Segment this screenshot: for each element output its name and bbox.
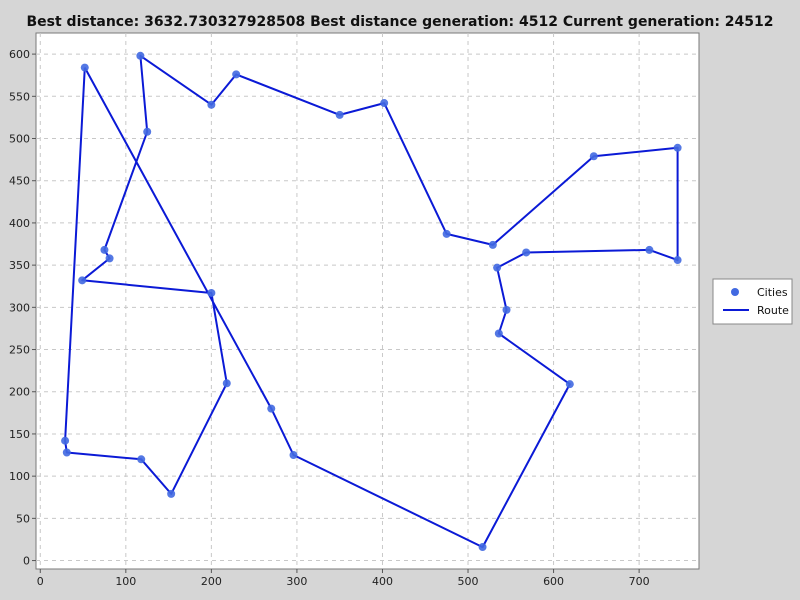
y-tick-label: 550 — [9, 90, 30, 103]
city-point — [289, 451, 298, 460]
city-point — [232, 70, 241, 79]
y-tick-label: 50 — [16, 512, 30, 525]
y-tick-label: 150 — [9, 428, 30, 441]
y-tick-label: 200 — [9, 386, 30, 399]
x-tick-label: 600 — [543, 575, 564, 588]
city-point — [502, 305, 511, 314]
city-point — [100, 245, 109, 254]
chart-title: Best distance: 3632.730327928508 Best di… — [26, 14, 773, 30]
city-point — [207, 100, 216, 109]
x-tick-label: 100 — [115, 575, 136, 588]
y-tick-label: 500 — [9, 133, 30, 146]
city-point — [493, 263, 502, 272]
y-tick-label: 0 — [23, 555, 30, 568]
city-point — [494, 329, 503, 338]
city-point — [335, 110, 344, 119]
y-tick-label: 600 — [9, 48, 30, 61]
city-point — [143, 127, 152, 136]
grid — [36, 33, 699, 569]
city-point — [78, 276, 87, 285]
legend-cities-label: Cities — [757, 286, 788, 299]
city-markers — [61, 51, 682, 552]
y-tick-label: 400 — [9, 217, 30, 230]
city-point — [267, 404, 276, 413]
y-tick-label: 450 — [9, 175, 30, 188]
x-tick-label: 700 — [629, 575, 650, 588]
legend: Cities Route — [712, 278, 793, 325]
y-tick-label: 100 — [9, 470, 30, 483]
city-point — [380, 99, 389, 108]
x-tick-label: 200 — [201, 575, 222, 588]
city-point — [522, 248, 531, 257]
x-tick-label: 400 — [372, 575, 393, 588]
city-point — [62, 448, 71, 457]
y-tick-label: 300 — [9, 301, 30, 314]
city-point — [673, 256, 682, 265]
x-tick-label: 300 — [286, 575, 307, 588]
city-point — [478, 543, 487, 552]
city-point — [137, 455, 146, 464]
plot-area — [35, 32, 700, 570]
y-tick-label: 250 — [9, 344, 30, 357]
city-point — [589, 152, 598, 161]
x-tick-label: 0 — [37, 575, 44, 588]
city-point — [105, 254, 114, 263]
legend-route-label: Route — [757, 304, 789, 317]
city-point — [673, 143, 682, 152]
city-point — [222, 379, 231, 388]
city-point — [61, 436, 70, 445]
city-point — [565, 380, 574, 389]
city-point — [80, 63, 89, 72]
legend-box — [712, 278, 793, 325]
legend-cities-marker — [731, 288, 739, 296]
city-point — [488, 240, 497, 249]
city-point — [442, 229, 451, 238]
city-point — [645, 245, 654, 254]
y-tick-label: 350 — [9, 259, 30, 272]
city-point — [207, 288, 216, 297]
axes: 0 100 200 300 400 500 600 700 0 50 100 150 200 250 300… — [9, 48, 650, 588]
x-tick-label: 500 — [458, 575, 479, 588]
city-point — [136, 51, 145, 60]
city-point — [167, 489, 176, 498]
